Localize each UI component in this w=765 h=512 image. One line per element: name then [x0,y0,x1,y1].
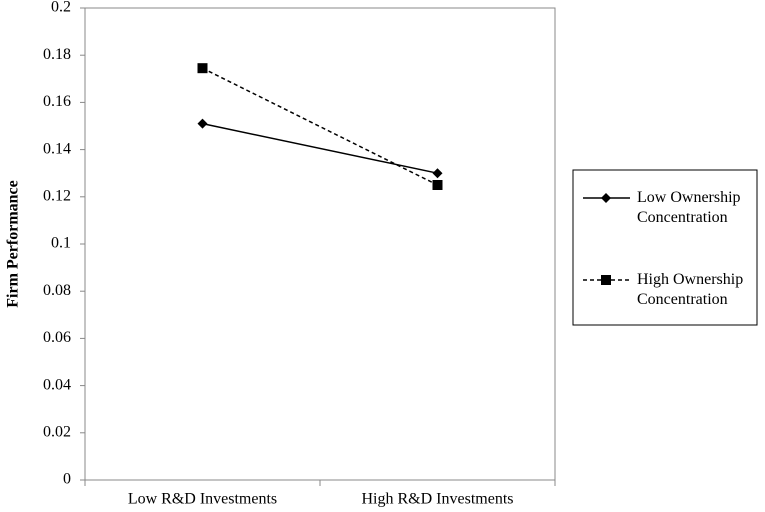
y-tick-label: 0.1 [51,235,71,252]
legend-marker [601,193,611,203]
series-line [202,67,438,186]
point [432,168,443,179]
point [197,63,208,74]
x-tick-label: Low R&D Investments [128,491,277,508]
y-tick-label: 0.08 [43,282,71,299]
y-tick-label: 0.02 [43,423,71,440]
y-tick-label: 0.14 [43,140,71,157]
y-tick-label: 0.12 [43,187,71,204]
point [432,180,443,190]
point [197,118,208,129]
legend-marker [601,275,611,285]
y-axis-label: Firm Performance [5,180,22,307]
y-tick-label: 0.2 [51,0,71,16]
series-line [202,122,438,174]
y-tick-label: 0.04 [43,376,71,393]
y-tick-label: 0 [63,471,71,488]
legend-label: Low Ownership Concentration [637,189,741,226]
y-tick-label: 0.16 [43,93,71,110]
y-tick-label: 0.06 [43,329,71,346]
x-tick-label: High R&D Investments [362,491,514,508]
y-tick-label: 0.18 [43,46,71,63]
plot-frame [84,7,556,481]
legend-label: High Ownership Concentration [637,271,744,308]
